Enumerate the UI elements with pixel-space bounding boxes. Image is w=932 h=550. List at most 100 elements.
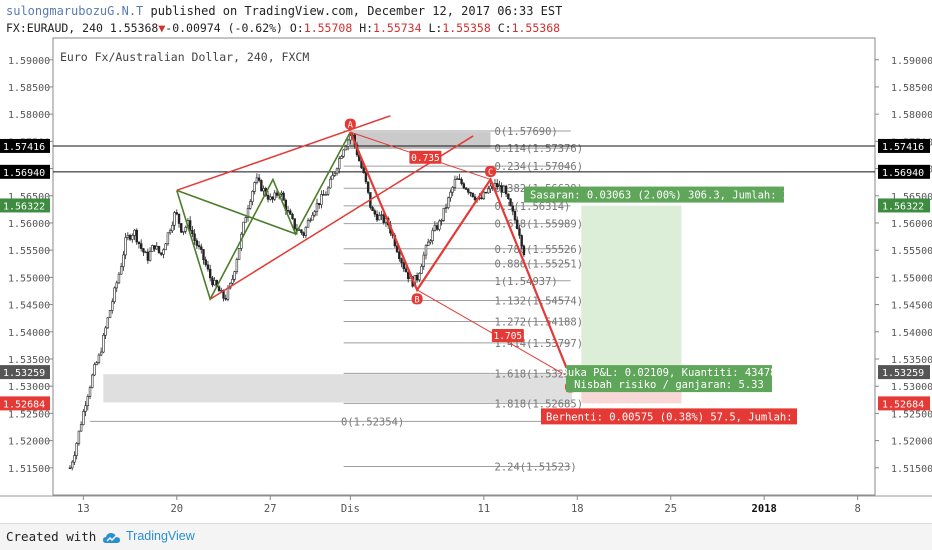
y-tick-label-left: 1.59000 — [8, 56, 50, 67]
candle-body — [142, 248, 145, 253]
author-link[interactable]: sulongmarubozuG.N.T — [6, 4, 144, 18]
candle-body — [473, 196, 477, 201]
published-text: published on TradingView.com, December 1… — [150, 4, 563, 18]
candle-body — [484, 191, 488, 194]
candle-body — [306, 220, 310, 228]
pattern-point-label: A — [348, 121, 353, 131]
candle-body — [375, 213, 379, 221]
candle-body — [140, 243, 143, 249]
candle-body — [362, 167, 365, 173]
candle-body — [197, 245, 201, 248]
candle-body — [160, 252, 163, 255]
fib-level-label: 1(1.54937) — [495, 276, 558, 288]
candle-body — [128, 235, 132, 240]
ratio-label-bg — [491, 328, 524, 342]
fib-level-label: 1.818(1.52685) — [495, 398, 584, 410]
price-badge-right — [878, 198, 930, 213]
price-badge-right — [878, 164, 930, 179]
price-badge-right — [878, 396, 930, 411]
open-value: 1.55708 — [303, 21, 353, 35]
publish-header: sulongmarubozuG.N.T published on Trading… — [6, 4, 562, 18]
candle-body — [146, 251, 150, 261]
candle-body — [322, 194, 325, 196]
candle-body — [449, 191, 452, 199]
y-tick-label-right: 1.58500 — [891, 83, 932, 94]
candle-body — [313, 211, 316, 216]
candle-body — [106, 317, 110, 329]
candle-body — [502, 185, 506, 193]
fib-level-label: 0.886(1.55251) — [495, 259, 584, 271]
candle-body — [507, 193, 510, 200]
candle-body — [504, 185, 508, 195]
candle-body — [99, 351, 103, 356]
candle-body — [462, 183, 466, 189]
fib-level-label: 0.5(1.56314) — [495, 201, 571, 213]
ohlc-header: FX:EURAUD, 240 1.55368▼-0.00974 (-0.62%)… — [6, 21, 560, 35]
tradingview-brand-link[interactable]: TradingView — [126, 529, 195, 543]
candle-body — [157, 245, 161, 254]
candle-body — [522, 245, 526, 256]
price-badge-left-label: 1.56322 — [3, 201, 45, 212]
candle-body — [271, 196, 274, 200]
fib-level-label: 0(1.52354) — [341, 416, 404, 428]
tradingview-cloud-icon — [102, 530, 122, 549]
candle-body — [498, 185, 501, 187]
stop-label-bg — [541, 408, 797, 425]
candle-body — [331, 175, 334, 180]
y-tick-label-left: 1.54000 — [8, 328, 50, 339]
candle-body — [68, 467, 72, 469]
candle-body — [111, 301, 114, 311]
price-badge-right-label: 1.53259 — [882, 368, 924, 379]
pattern-point-marker — [344, 118, 356, 130]
candle-body — [398, 251, 401, 260]
x-tick-label: 20 — [170, 503, 183, 515]
candle-body — [487, 188, 490, 194]
candle-body — [204, 259, 207, 266]
candle-body — [516, 219, 519, 229]
target-label: Sasaran: 0.03063 (2.00%) 306.3, Jumlah: … — [530, 190, 827, 202]
candle-body — [371, 207, 374, 212]
candle-body — [260, 180, 263, 192]
close-value: 1.55368 — [511, 21, 561, 35]
candle-body — [464, 187, 468, 190]
y-tick-label-left: 1.51500 — [8, 464, 50, 475]
candle-body — [77, 430, 81, 444]
candle-body — [242, 221, 245, 235]
candle-body — [237, 248, 241, 260]
candle-body — [333, 172, 336, 176]
candle-body — [113, 287, 116, 303]
candle-body — [366, 181, 370, 193]
price-badge-left-label: 1.53259 — [3, 368, 45, 379]
candle-body — [433, 225, 437, 231]
price-chart[interactable]: Euro Fx/Australian Dollar, 240, FXCM 1.59… — [0, 0, 932, 520]
high-label: H: — [359, 21, 374, 35]
candle-body — [133, 229, 136, 236]
candle-body — [88, 387, 92, 397]
x-tick-label: 25 — [664, 503, 677, 515]
candle-body — [122, 254, 125, 267]
candle-body — [266, 195, 270, 200]
candle-body — [233, 271, 236, 280]
candle-body — [226, 287, 230, 300]
price-badge-right-label: 1.56322 — [882, 201, 924, 212]
candle-body — [97, 354, 101, 363]
candle-body — [79, 424, 83, 432]
candle-body — [280, 192, 283, 195]
price-badge-right-label: 1.52684 — [882, 399, 924, 410]
wedge-pattern-base — [176, 189, 296, 235]
candle-body — [489, 185, 492, 190]
x-tick-label: 2018 — [752, 503, 777, 515]
price-badge-left-label: 1.56940 — [3, 168, 45, 179]
candle-body — [320, 194, 323, 206]
profit-zone — [581, 205, 682, 373]
candle-body — [511, 205, 514, 212]
price-badge-left — [0, 164, 50, 179]
demand-zone — [103, 374, 572, 403]
x-tick-label: 18 — [571, 503, 584, 515]
y-tick-label-right: 1.55000 — [891, 273, 932, 284]
candle-body — [329, 178, 332, 189]
candle-body — [422, 254, 425, 267]
candle-body — [455, 178, 459, 180]
candle-body — [509, 198, 512, 207]
price-badge-left-label: 1.57416 — [3, 142, 45, 153]
